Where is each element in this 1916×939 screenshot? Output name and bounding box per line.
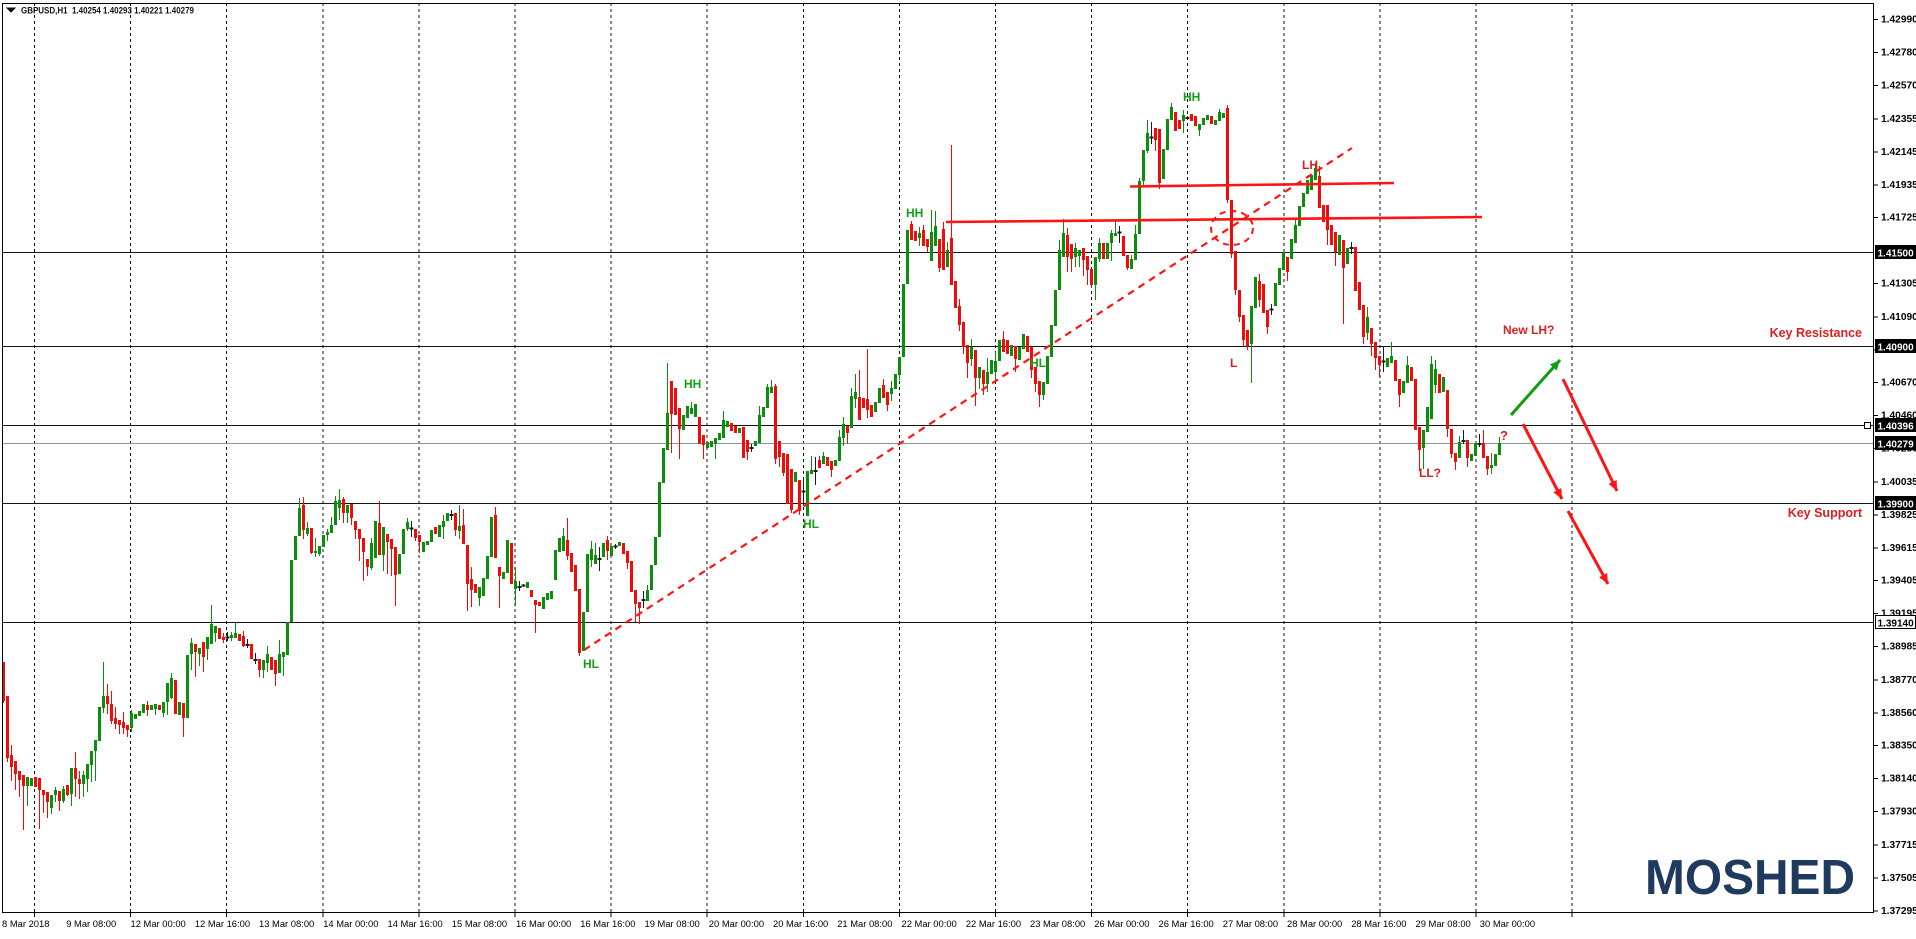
svg-text:?: ? [1500,428,1508,443]
svg-text:1.38985: 1.38985 [1881,641,1916,652]
svg-text:HL: HL [803,517,819,531]
svg-text:HL: HL [583,657,599,671]
svg-text:16 Mar 16:00: 16 Mar 16:00 [580,918,635,929]
svg-text:1.38770: 1.38770 [1881,675,1916,686]
svg-text:1.40900: 1.40900 [1878,343,1915,354]
svg-text:14 Mar 00:00: 14 Mar 00:00 [323,918,378,929]
svg-text:1.42990: 1.42990 [1881,15,1916,26]
svg-text:1.39900: 1.39900 [1878,500,1915,511]
svg-text:16 Mar 00:00: 16 Mar 00:00 [516,918,571,929]
svg-text:20 Mar 16:00: 20 Mar 16:00 [773,918,828,929]
svg-text:1.40035: 1.40035 [1881,477,1916,488]
svg-text:14 Mar 16:00: 14 Mar 16:00 [388,918,443,929]
svg-text:28 Mar 00:00: 28 Mar 00:00 [1287,918,1342,929]
svg-text:Key Support: Key Support [1788,506,1863,520]
svg-text:1.42145: 1.42145 [1881,147,1916,158]
svg-text:12 Mar 16:00: 12 Mar 16:00 [195,918,250,929]
svg-text:MOSHED: MOSHED [1645,851,1855,905]
svg-text:28 Mar 16:00: 28 Mar 16:00 [1351,918,1406,929]
svg-text:1.41305: 1.41305 [1881,278,1916,289]
svg-text:1.39195: 1.39195 [1881,609,1916,620]
svg-text:29 Mar 08:00: 29 Mar 08:00 [1416,918,1471,929]
svg-text:1.39405: 1.39405 [1881,576,1916,587]
svg-text:8 Mar 2018: 8 Mar 2018 [2,918,49,929]
svg-text:23 Mar 08:00: 23 Mar 08:00 [1030,918,1085,929]
svg-text:22 Mar 16:00: 22 Mar 16:00 [966,918,1021,929]
svg-text:HH: HH [906,206,923,220]
svg-text:New LH?: New LH? [1503,323,1554,337]
svg-text:20 Mar 00:00: 20 Mar 00:00 [709,918,764,929]
svg-text:15 Mar 08:00: 15 Mar 08:00 [452,918,507,929]
svg-text:LL?: LL? [1419,466,1441,480]
svg-text:21 Mar 08:00: 21 Mar 08:00 [837,918,892,929]
svg-text:1.41935: 1.41935 [1881,180,1916,191]
svg-text:1.42780: 1.42780 [1881,48,1916,59]
svg-text:13 Mar 08:00: 13 Mar 08:00 [259,918,314,929]
svg-text:1.42570: 1.42570 [1881,80,1916,91]
svg-text:L: L [1230,356,1237,370]
svg-text:GBPUSD,H1 1.40254 1.40293 1.4: GBPUSD,H1 1.40254 1.40293 1.40221 1.4027… [21,6,194,17]
svg-text:1.38140: 1.38140 [1881,774,1916,785]
svg-text:LH: LH [1302,158,1318,172]
svg-text:Key Resistance: Key Resistance [1770,326,1862,340]
svg-text:1.41090: 1.41090 [1881,312,1916,323]
svg-text:1.37715: 1.37715 [1881,840,1916,851]
svg-text:1.39825: 1.39825 [1881,510,1916,521]
svg-text:30 Mar 00:00: 30 Mar 00:00 [1480,918,1535,929]
svg-text:19 Mar 08:00: 19 Mar 08:00 [645,918,700,929]
svg-text:26 Mar 16:00: 26 Mar 16:00 [1159,918,1214,929]
svg-text:HH: HH [1183,90,1200,104]
svg-text:1.40670: 1.40670 [1881,378,1916,389]
svg-text:9 Mar 08:00: 9 Mar 08:00 [66,918,116,929]
svg-text:27 Mar 08:00: 27 Mar 08:00 [1223,918,1278,929]
svg-text:1.40460: 1.40460 [1881,411,1916,422]
svg-text:1.38350: 1.38350 [1881,741,1916,752]
svg-text:HL: HL [1030,356,1046,370]
svg-text:1.40279: 1.40279 [1878,440,1915,451]
svg-text:1.37930: 1.37930 [1881,806,1916,817]
svg-text:1.42355: 1.42355 [1881,114,1916,125]
svg-text:1.39140: 1.39140 [1878,619,1915,630]
svg-text:1.37505: 1.37505 [1881,873,1916,884]
svg-text:1.39615: 1.39615 [1881,543,1916,554]
svg-text:1.38560: 1.38560 [1881,708,1916,719]
svg-text:22 Mar 00:00: 22 Mar 00:00 [902,918,957,929]
svg-text:HH: HH [684,377,701,391]
svg-text:1.41500: 1.41500 [1878,249,1915,260]
svg-text:1.40396: 1.40396 [1878,422,1915,433]
svg-text:26 Mar 00:00: 26 Mar 00:00 [1094,918,1149,929]
svg-text:1.37295: 1.37295 [1881,906,1916,917]
svg-text:12 Mar 00:00: 12 Mar 00:00 [131,918,186,929]
svg-text:1.41725: 1.41725 [1881,213,1916,224]
